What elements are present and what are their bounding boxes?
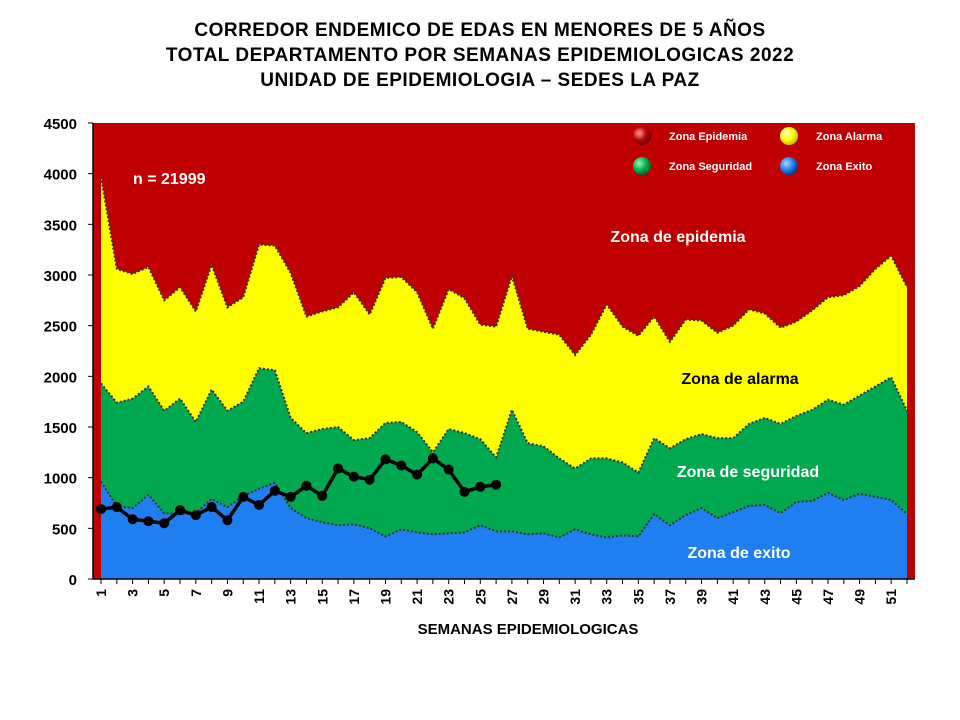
y-tick-label: 3500	[44, 217, 77, 234]
title-line-3: UNIDAD DE EPIDEMIOLOGIA – SEDES LA PAZ	[260, 70, 700, 91]
casos-2022-point	[317, 490, 328, 501]
legend: Zona Epidemia Zona Alarma Zona Seguridad Zo…	[633, 127, 883, 175]
legend-marker-2	[633, 157, 651, 175]
x-tick-label: 29	[536, 589, 552, 605]
casos-2022-point	[333, 463, 344, 474]
legend-marker-1	[780, 127, 798, 145]
x-tick-label: 41	[725, 589, 741, 605]
casos-2022-point	[348, 471, 359, 482]
title-line-2: TOTAL DEPARTAMENTO POR SEMANAS EPIDEMIOL…	[165, 45, 795, 66]
x-tick-label: 49	[852, 589, 868, 605]
casos-2022-point	[396, 460, 407, 471]
casos-2022-point	[206, 502, 217, 513]
legend-label: Zona Alarma	[816, 131, 883, 143]
x-tick-label: 39	[694, 589, 710, 605]
y-tick-label: 4500	[44, 116, 77, 133]
casos-2022-point	[127, 514, 138, 525]
x-tick-label: 37	[662, 589, 678, 605]
y-tick-label: 4000	[44, 167, 77, 184]
zone-label-alarma: Zona de alarma	[681, 371, 798, 388]
casos-2022-point	[238, 491, 249, 502]
legend-marker-3	[780, 157, 798, 175]
casos-2022-point	[427, 453, 438, 464]
casos-2022-point	[269, 485, 280, 496]
alarma-upper-line	[100, 176, 908, 357]
zone-labels: n = 21999 Zona de epidemia Zona de alarma Z…	[133, 171, 819, 562]
x-tick-label: 1	[93, 589, 109, 597]
title-line-1: CORREDOR ENDEMICO DE EDAS EN MENORES DE …	[194, 20, 766, 41]
casos-2022-point	[301, 480, 312, 491]
y-tick-label: 2000	[44, 369, 77, 386]
casos-2022-point	[412, 469, 423, 480]
legend-label: Zona Epidemia	[669, 131, 748, 143]
x-tick-label: 21	[409, 589, 425, 605]
y-tick-label: 1500	[44, 420, 77, 437]
x-tick-label: 3	[125, 589, 141, 597]
x-tick-label: 31	[567, 589, 583, 605]
x-tick-label: 47	[820, 589, 836, 605]
x-tick-label: 15	[314, 589, 330, 605]
x-tick-label: 35	[630, 589, 646, 605]
y-tick-label: 0	[69, 572, 77, 589]
casos-2022-point	[96, 504, 106, 515]
casos-2022-point	[491, 479, 502, 490]
x-tick-label: 13	[283, 589, 299, 605]
x-tick-label: 27	[504, 589, 520, 605]
casos-2022-point	[285, 491, 296, 502]
y-tick-label: 1000	[44, 471, 77, 488]
y-tick-label: 500	[52, 521, 77, 538]
x-axis-title: SEMANAS EPIDEMIOLOGICAS	[418, 621, 639, 638]
zone-label-epidemia: Zona de epidemia	[610, 229, 745, 246]
casos-2022-point	[175, 505, 186, 516]
x-tick-label: 11	[251, 589, 267, 604]
x-tick-label: 51	[883, 589, 899, 605]
x-tick-label: 9	[219, 589, 235, 597]
x-tick-label: 17	[346, 589, 362, 605]
legend-label: Zona Exito	[816, 161, 873, 173]
legend-marker-0	[633, 127, 651, 145]
casos-2022-point	[190, 510, 201, 521]
casos-2022-point	[443, 464, 454, 475]
casos-2022-point	[364, 474, 375, 485]
y-tick-label: 3000	[44, 268, 77, 285]
x-tick-label: 5	[156, 589, 172, 597]
plot-area	[93, 123, 915, 579]
casos-2022-point	[111, 502, 122, 513]
sample-size-annotation: n = 21999	[133, 171, 206, 188]
seguridad-upper-line	[100, 367, 908, 475]
x-tick-label: 23	[441, 589, 457, 605]
casos-2022-point	[254, 500, 265, 511]
zone-exito-area	[101, 481, 907, 579]
chart-title: CORREDOR ENDEMICO DE EDAS EN MENORES DE …	[0, 18, 960, 93]
x-tick-label: 43	[757, 589, 773, 605]
zone-label-exito: Zona de exito	[687, 545, 790, 562]
x-tick-label: 19	[377, 589, 393, 605]
y-tick-label: 2500	[44, 319, 77, 336]
casos-2022-point	[380, 454, 391, 465]
zone-label-seguridad: Zona de seguridad	[677, 464, 819, 481]
x-tick-label: 7	[188, 589, 204, 597]
x-tick-label: 33	[599, 589, 615, 605]
x-tick-label: 25	[472, 589, 488, 605]
exito-upper-line	[100, 481, 908, 539]
x-tick-label: 45	[788, 589, 804, 605]
legend-label: Zona Seguridad	[669, 161, 752, 173]
casos-2022-point	[475, 481, 486, 492]
casos-2022-point	[143, 516, 154, 527]
casos-2022-point	[222, 515, 233, 526]
casos-2022-point	[159, 518, 170, 529]
casos-2022-point	[459, 486, 470, 497]
